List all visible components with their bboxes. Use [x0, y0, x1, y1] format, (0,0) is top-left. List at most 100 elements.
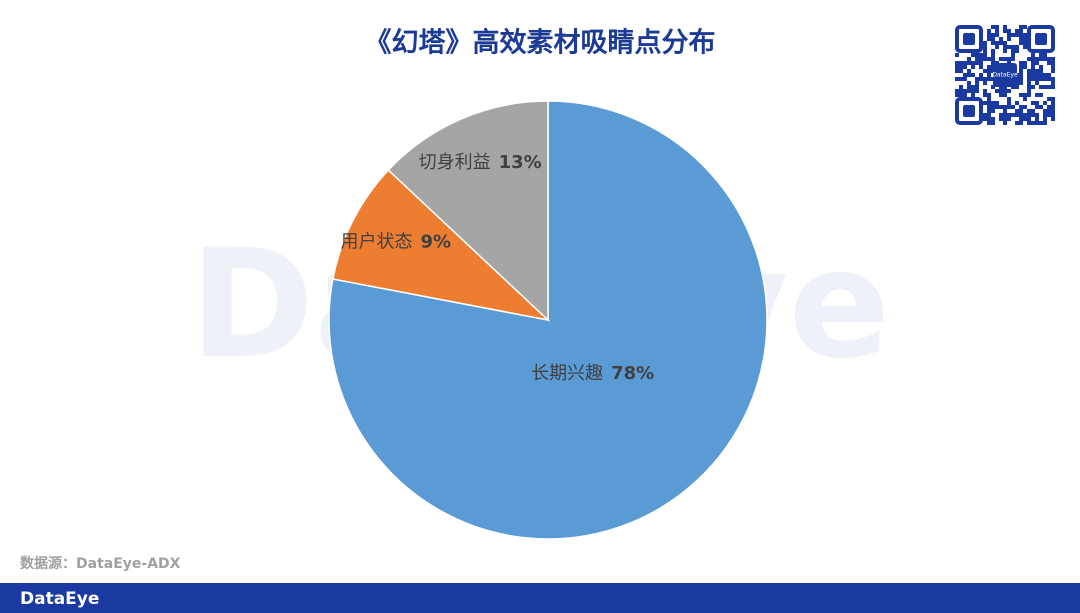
qr-cell [999, 57, 1003, 61]
qr-cell [1027, 73, 1031, 77]
qr-cell [1047, 57, 1051, 61]
qr-cell [971, 85, 975, 89]
qr-cell [983, 77, 987, 81]
qr-finder [1035, 33, 1047, 45]
qr-cell [979, 53, 983, 57]
qr-cell [999, 105, 1003, 109]
qr-cell [1003, 89, 1007, 93]
qr-cell [1031, 53, 1035, 57]
qr-cell [959, 65, 963, 69]
slice-category: 用户状态 [341, 231, 413, 252]
qr-cell [1027, 89, 1031, 93]
chart-title: 《幻塔》高效素材吸睛点分布 [365, 27, 716, 59]
qr-cell [971, 73, 975, 77]
qr-cell [1039, 57, 1043, 61]
qr-cell [975, 77, 979, 81]
qr-cell [987, 97, 991, 101]
qr-cell [1011, 53, 1015, 57]
qr-cell [987, 117, 991, 121]
qr-cell [1043, 77, 1047, 81]
qr-cell [1011, 49, 1015, 53]
qr-cell [1015, 85, 1019, 89]
qr-cell [1023, 113, 1027, 117]
qr-cell [1047, 97, 1051, 101]
qr-cell [1039, 77, 1043, 81]
qr-cell [1043, 121, 1047, 125]
qr-cell [1027, 69, 1031, 73]
qr-cell [1003, 57, 1007, 61]
slice-label: 用户状态 9% [341, 231, 452, 252]
qr-cell [1015, 49, 1019, 53]
qr-cell [1015, 121, 1019, 125]
qr-cell [999, 113, 1003, 117]
qr-cell [1003, 93, 1007, 97]
qr-cell [987, 57, 991, 61]
qr-cell [983, 117, 987, 121]
qr-cell [1007, 101, 1011, 105]
qr-cell [1023, 117, 1027, 121]
qr-cell [1031, 65, 1035, 69]
qr-cell [995, 33, 999, 37]
qr-cell [1019, 29, 1023, 33]
qr-cell [1051, 109, 1055, 113]
qr-cell [975, 85, 979, 89]
qr-cell [1051, 113, 1055, 117]
qr-cell [1019, 25, 1023, 29]
slice-label: 长期兴趣 78% [531, 363, 654, 384]
qr-cell [1031, 113, 1035, 117]
qr-cell [1019, 33, 1023, 37]
qr-cell [1019, 65, 1023, 69]
qr-cell [1019, 81, 1023, 85]
qr-cell [955, 77, 959, 81]
qr-cell [987, 73, 991, 77]
qr-cell [1019, 37, 1023, 41]
qr-cell [955, 93, 959, 97]
qr-cell [1007, 89, 1011, 93]
qr-cell [991, 61, 995, 65]
qr-cell [1051, 69, 1055, 73]
qr-cell [999, 41, 1003, 45]
qr-cell [971, 93, 975, 97]
qr-cell [1051, 105, 1055, 109]
qr-cell [1027, 93, 1031, 97]
pie: 长期兴趣 78% 用户状态 9% 切身利益 13% [328, 100, 768, 540]
qr-cell [991, 109, 995, 113]
qr-cell [1003, 117, 1007, 121]
qr-cell [963, 61, 967, 65]
qr-cell [1007, 97, 1011, 101]
qr-cell [975, 61, 979, 65]
qr-cell [987, 77, 991, 81]
qr-cell [987, 113, 991, 117]
qr-cell [1031, 101, 1035, 105]
qr-cell [999, 89, 1003, 93]
qr-cell [1051, 81, 1055, 85]
qr-cell [1043, 73, 1047, 77]
qr-cell [995, 105, 999, 109]
qr-cell [1015, 45, 1019, 49]
qr-cell [1003, 109, 1007, 113]
qr-cell [1039, 85, 1043, 89]
qr-cell [1047, 113, 1051, 117]
qr-cell [967, 81, 971, 85]
slice-category: 切身利益 [419, 152, 491, 173]
qr-cell [1003, 41, 1007, 45]
qr-cell [1039, 53, 1043, 57]
qr-cell [1019, 41, 1023, 45]
qr-cell [1027, 109, 1031, 113]
qr-cell [1043, 85, 1047, 89]
qr-cell [1051, 77, 1055, 81]
qr-cell [959, 69, 963, 73]
qr-cell [991, 85, 995, 89]
qr-cell [1011, 105, 1015, 109]
qr-cell [1011, 45, 1015, 49]
qr-cell [983, 49, 987, 53]
qr-cell [1035, 101, 1039, 105]
qr-cell [983, 113, 987, 117]
qr-cell [1031, 61, 1035, 65]
qr-logo-box [993, 63, 1017, 87]
slice-label: 切身利益 13% [419, 152, 542, 173]
qr-finder [955, 25, 983, 53]
qr-cell [1035, 81, 1039, 85]
qr-cell [991, 49, 995, 53]
qr-cell [987, 29, 991, 33]
